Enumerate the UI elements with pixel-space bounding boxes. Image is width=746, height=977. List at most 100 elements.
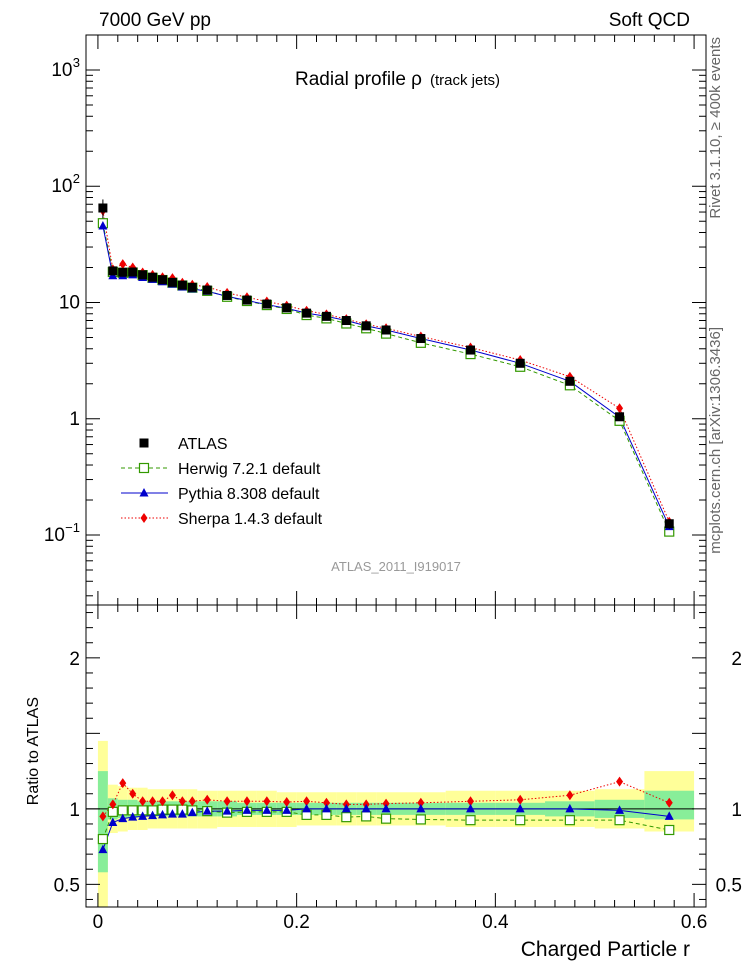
ratio-point xyxy=(242,805,252,814)
ratio-y-tick-labels: 2 2 1 1 0.5 0.5 xyxy=(54,649,742,897)
main-point xyxy=(119,259,127,270)
main-y-tick-exponent: 3 xyxy=(73,55,80,70)
ratio-point xyxy=(149,796,157,807)
ratio-point xyxy=(614,815,625,826)
ratio-point xyxy=(98,844,108,854)
ratio-point xyxy=(565,803,575,813)
main-point xyxy=(108,266,118,276)
ratio-frame xyxy=(85,604,707,908)
ratio-point xyxy=(262,805,272,814)
ratio-y-tick-label-right: 2 xyxy=(731,649,742,670)
main-point xyxy=(664,519,674,529)
main-point xyxy=(167,277,177,287)
main-point xyxy=(262,299,272,309)
main-y-tick-exponent: 2 xyxy=(73,171,80,186)
main-y-tick-label: 10 xyxy=(44,525,65,546)
ratio-point xyxy=(381,803,391,813)
x-tick-label: 0.4 xyxy=(482,912,509,933)
ratio-point xyxy=(283,797,291,808)
ratio-ticks xyxy=(86,605,706,907)
ratio-point xyxy=(109,799,117,810)
main-ticks xyxy=(86,34,706,605)
main-point xyxy=(381,325,391,335)
ratio-point xyxy=(203,794,211,805)
ratio-y-tick-label-right: 1 xyxy=(731,800,742,821)
ratio-point xyxy=(615,805,625,814)
ratio-point xyxy=(188,796,196,807)
main-point xyxy=(565,376,575,386)
legend-marker-2 xyxy=(139,488,149,497)
ratio-point xyxy=(302,803,312,813)
ratio-panel: 2 2 1 1 0.5 0.5 Ratio to ATLAS xyxy=(25,604,742,908)
ratio-point xyxy=(223,796,231,807)
ratio-point xyxy=(97,833,108,845)
main-point xyxy=(282,303,292,313)
main-series-line-2 xyxy=(102,225,670,527)
main-point xyxy=(515,358,525,368)
ratio-point xyxy=(515,803,525,813)
ratio-point xyxy=(664,824,675,836)
ratio-point xyxy=(282,805,292,814)
main-point xyxy=(341,316,351,326)
ratio-series-line-1 xyxy=(102,809,670,840)
ratio-point xyxy=(564,815,575,826)
main-point xyxy=(321,311,331,321)
legend-label-3: Sherpa 1.4.3 default xyxy=(178,511,323,528)
ratio-point xyxy=(148,810,158,820)
main-point xyxy=(138,270,148,280)
main-point xyxy=(202,285,212,295)
legend-marker-1 xyxy=(138,462,150,474)
main-point xyxy=(302,308,312,318)
ratio-point xyxy=(118,813,128,823)
ratio-point xyxy=(222,806,232,815)
ratio-point xyxy=(108,817,118,826)
ratio-point xyxy=(167,809,177,818)
ratio-point xyxy=(415,814,426,825)
ratio-point xyxy=(664,811,674,820)
main-point xyxy=(128,267,138,277)
analysis-label: ATLAS_2011_I919017 xyxy=(331,559,461,574)
ratio-point xyxy=(263,796,271,807)
x-tick-label: 0.6 xyxy=(681,912,707,933)
header-right: Soft QCD xyxy=(609,10,690,31)
ratio-band-green xyxy=(97,771,108,873)
ratio-point xyxy=(341,803,351,813)
main-point xyxy=(187,282,197,292)
ratio-point xyxy=(361,811,372,822)
ratio-y-axis-label: Ratio to ATLAS xyxy=(25,697,42,805)
legend-label-1: Herwig 7.2.1 default xyxy=(178,461,321,478)
ratio-point xyxy=(177,809,187,818)
main-point xyxy=(148,272,158,282)
ratio-y-tick-label-left: 0.5 xyxy=(54,875,80,896)
ratio-point xyxy=(466,803,476,813)
ratio-point xyxy=(128,812,138,821)
ratio-point xyxy=(168,790,176,801)
legend-label-0: ATLAS xyxy=(178,436,228,453)
legend-marker-3 xyxy=(140,513,148,523)
ratio-point xyxy=(117,805,128,816)
main-y-tick-label: 10 xyxy=(51,176,72,197)
ratio-point xyxy=(465,815,476,826)
ratio-point xyxy=(187,807,197,817)
legend: ATLAS Herwig 7.2.1 default Pythia 8.308 de… xyxy=(121,436,323,528)
ratio-y-tick-label-right: 0.5 xyxy=(716,875,742,896)
ratio-point xyxy=(202,806,212,815)
main-point xyxy=(615,412,625,422)
main-y-tick-label: 10 xyxy=(51,60,72,81)
ratio-point xyxy=(382,798,390,809)
main-y-tick-exponent: −1 xyxy=(65,520,80,535)
ratio-point xyxy=(417,797,425,808)
ratio-point xyxy=(129,788,137,799)
ratio-point xyxy=(139,796,147,807)
main-y-tick-label: 10 xyxy=(59,293,80,314)
main-point xyxy=(118,267,128,277)
x-tick-label: 0 xyxy=(93,912,104,933)
main-point xyxy=(177,280,187,290)
header-left: 7000 GeV pp xyxy=(99,10,211,31)
main-point xyxy=(98,203,108,213)
ratio-point xyxy=(516,794,524,805)
ratio-point xyxy=(243,796,251,807)
ratio-point xyxy=(341,812,352,823)
